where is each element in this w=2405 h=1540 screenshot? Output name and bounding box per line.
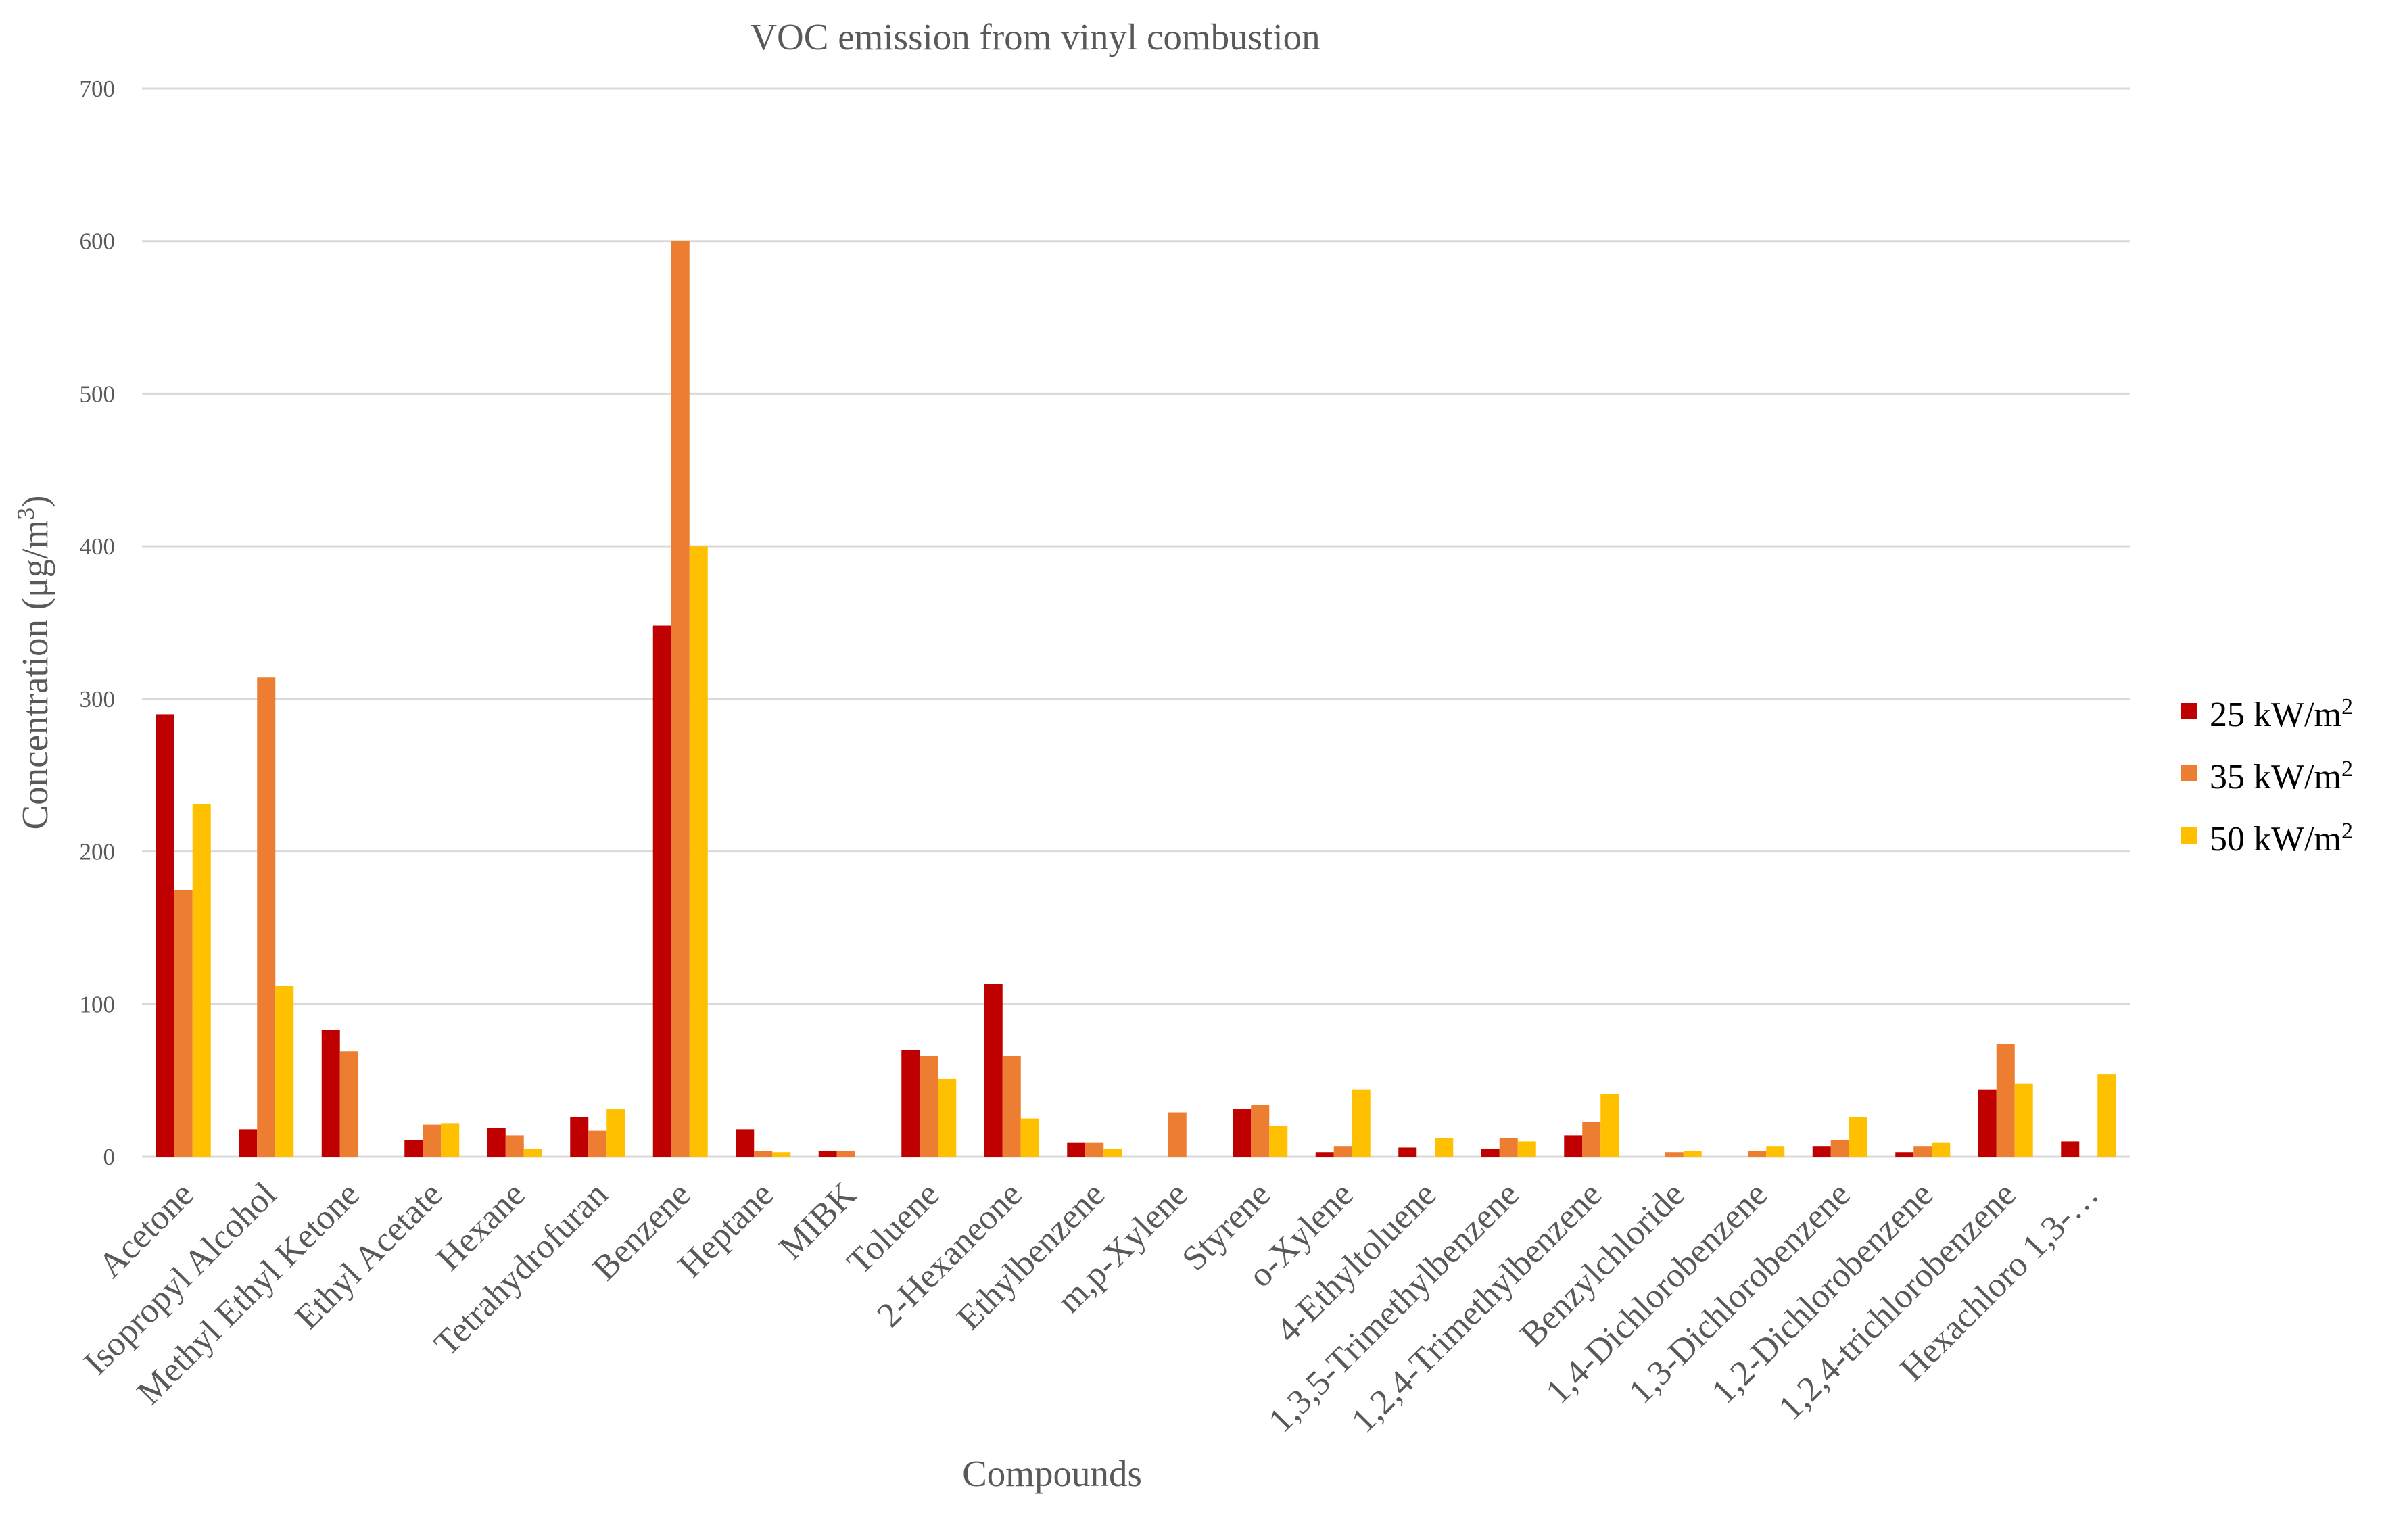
- bar-1-9: [818, 1150, 837, 1157]
- bar-1-6: [570, 1117, 589, 1157]
- bar-2-17: [1499, 1138, 1518, 1157]
- bar-3-15: [1352, 1089, 1371, 1157]
- y-tick-label: 300: [80, 686, 116, 713]
- y-axis-ticks: 0 100 200 300 400 500 600 700: [80, 76, 116, 1170]
- bar-1-15: [1315, 1152, 1334, 1157]
- bar-3-22: [1932, 1142, 1951, 1157]
- legend-swatch-1: [2181, 703, 2197, 719]
- bar-3-19: [1683, 1150, 1702, 1157]
- bar-3-10: [938, 1078, 957, 1157]
- bar-3-23: [2014, 1083, 2033, 1157]
- bar-3-16: [1435, 1138, 1454, 1157]
- bar-1-17: [1481, 1149, 1500, 1157]
- bar-2-22: [1913, 1146, 1932, 1157]
- bar-1-7: [652, 625, 671, 1157]
- bar-1-22: [1895, 1152, 1914, 1157]
- legend: 25 kW/m2 35 kW/m2 50 kW/m2: [2181, 694, 2353, 859]
- y-axis-label-superscript: 3: [12, 508, 39, 520]
- legend-label-3: 50 kW/m2: [2210, 819, 2353, 859]
- bar-2-7: [671, 241, 690, 1157]
- bar-1-18: [1564, 1135, 1583, 1157]
- bar-3-17: [1517, 1141, 1536, 1157]
- bar-3-20: [1766, 1146, 1785, 1157]
- bar-3-7: [689, 546, 708, 1157]
- bar-1-1: [156, 714, 174, 1157]
- y-tick-label: 0: [103, 1144, 116, 1170]
- bar-3-14: [1269, 1126, 1288, 1157]
- bar-2-13: [1168, 1112, 1187, 1157]
- bar-3-8: [772, 1152, 791, 1157]
- legend-swatch-2: [2181, 765, 2197, 781]
- bar-2-23: [1996, 1043, 2015, 1157]
- bar-3-1: [192, 804, 211, 1157]
- bar-2-2: [257, 677, 276, 1157]
- y-tick-label: 400: [80, 533, 116, 560]
- y-tick-label: 600: [80, 228, 116, 255]
- bar-1-23: [1978, 1089, 1997, 1157]
- y-axis-label-end: ): [14, 495, 55, 507]
- bar-2-5: [505, 1135, 524, 1157]
- bar-1-4: [404, 1140, 423, 1157]
- y-tick-label: 700: [80, 76, 116, 102]
- bar-2-21: [1830, 1140, 1849, 1157]
- bar-1-16: [1398, 1147, 1417, 1157]
- bar-2-12: [1085, 1142, 1104, 1157]
- y-tick-label: 500: [80, 381, 116, 407]
- bar-3-2: [275, 986, 294, 1157]
- y-tick-label: 100: [80, 991, 116, 1017]
- bar-3-21: [1849, 1117, 1867, 1157]
- y-axis-label: Concentration (μg/m3): [12, 495, 55, 829]
- bar-2-6: [588, 1130, 607, 1157]
- bar-3-11: [1020, 1118, 1039, 1157]
- bar-3-5: [523, 1149, 542, 1157]
- bar-2-8: [754, 1150, 773, 1157]
- gridlines: [142, 87, 2130, 1158]
- chart-title: VOC emission from vinyl combustion: [750, 16, 1320, 57]
- bar-2-14: [1251, 1105, 1270, 1157]
- bar-1-3: [321, 1030, 340, 1157]
- bar-1-12: [1067, 1142, 1086, 1157]
- bar-2-10: [920, 1056, 938, 1157]
- bar-1-24: [2061, 1141, 2080, 1157]
- bar-3-4: [441, 1123, 460, 1157]
- x-axis-label: Compounds: [962, 1453, 1142, 1494]
- bar-2-4: [423, 1124, 442, 1157]
- bar-3-18: [1600, 1094, 1619, 1157]
- bar-1-11: [984, 984, 1003, 1157]
- bars: [156, 241, 2116, 1157]
- bar-1-8: [736, 1129, 755, 1157]
- bar-2-20: [1748, 1150, 1767, 1157]
- y-axis-label-main: Concentration (μg/m: [14, 520, 55, 830]
- legend-label-1: 25 kW/m2: [2210, 694, 2353, 735]
- bar-1-2: [239, 1129, 258, 1157]
- bar-2-1: [174, 890, 193, 1157]
- bar-3-6: [606, 1109, 625, 1157]
- bar-2-18: [1582, 1122, 1601, 1157]
- bar-1-14: [1233, 1109, 1252, 1157]
- bar-1-21: [1812, 1146, 1831, 1157]
- bar-2-19: [1665, 1152, 1684, 1157]
- bar-2-15: [1333, 1146, 1352, 1157]
- bar-1-10: [901, 1050, 920, 1157]
- bar-3-24: [2097, 1074, 2116, 1157]
- bar-3-12: [1103, 1149, 1122, 1157]
- legend-label-2: 35 kW/m2: [2210, 756, 2353, 797]
- bar-2-3: [339, 1051, 358, 1157]
- bar-1-5: [487, 1128, 506, 1157]
- bar-2-11: [1002, 1056, 1021, 1157]
- y-tick-label: 200: [80, 839, 116, 865]
- bar-2-9: [836, 1150, 855, 1157]
- legend-swatch-3: [2181, 827, 2197, 844]
